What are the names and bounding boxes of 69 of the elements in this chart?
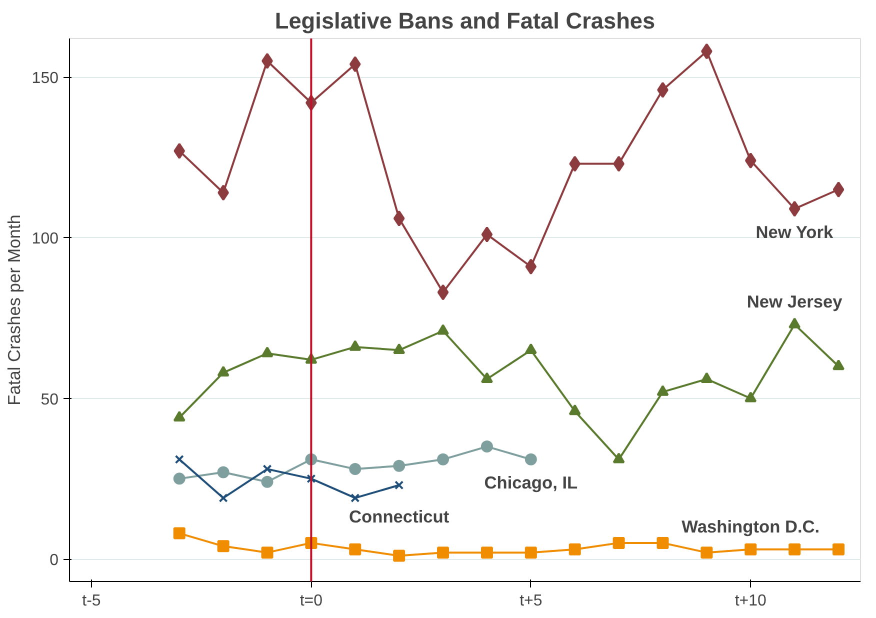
x-tick-label: t+5: [520, 592, 542, 610]
point: [656, 385, 669, 396]
point: [350, 493, 360, 502]
point: [568, 543, 581, 556]
point: [480, 440, 493, 453]
point: [217, 466, 230, 478]
y-tick-label: 50: [40, 391, 59, 408]
x-tick-label: t=0: [300, 592, 323, 610]
point: [788, 200, 800, 217]
point: [480, 546, 493, 559]
point: [700, 372, 713, 383]
point: [744, 392, 757, 402]
point: [524, 343, 537, 354]
point: [261, 546, 274, 559]
series-label: New York: [756, 222, 834, 242]
point: [612, 452, 625, 464]
series-label: Connecticut: [349, 506, 450, 526]
point: [481, 226, 493, 242]
point: [524, 453, 537, 466]
point: [744, 543, 757, 556]
point: [394, 480, 404, 490]
point: [393, 550, 406, 562]
point: [217, 366, 230, 377]
point: [788, 543, 801, 556]
point: [568, 404, 581, 416]
chart-title: Legislative Bans and Fatal Crashes: [274, 8, 656, 34]
y-axis-title: Fatal Crashes per Month: [4, 214, 24, 406]
point: [700, 546, 713, 559]
y-tick-label: 0: [50, 552, 59, 570]
point: [218, 493, 228, 502]
point: [262, 464, 272, 474]
point: [349, 543, 362, 556]
point: [393, 460, 406, 472]
point: [437, 453, 450, 466]
point: [437, 324, 450, 335]
point: [261, 346, 274, 358]
point: [656, 536, 669, 549]
series-label: Chicago, IL: [484, 472, 578, 492]
y-tick-label: 100: [32, 230, 59, 248]
x-tick-label: t+10: [734, 592, 767, 610]
point: [525, 258, 537, 275]
point: [393, 343, 406, 354]
point: [393, 210, 405, 226]
series-label: New Jersey: [746, 291, 843, 312]
point: [261, 476, 274, 488]
point: [569, 156, 581, 172]
y-tick-label: 150: [32, 70, 59, 88]
point: [349, 463, 362, 476]
point: [173, 410, 186, 422]
point: [437, 546, 450, 559]
point: [349, 340, 362, 351]
point: [832, 543, 845, 556]
point: [173, 472, 186, 485]
point: [306, 474, 316, 484]
series-label: Washington D.C.: [682, 516, 820, 536]
point: [174, 454, 184, 464]
point: [480, 372, 493, 383]
point: [832, 182, 844, 198]
x-tick-label: t-5: [82, 592, 101, 610]
point: [173, 527, 186, 540]
point: [612, 536, 625, 549]
point: [524, 546, 537, 559]
point: [744, 152, 756, 169]
point: [217, 540, 230, 552]
point: [174, 142, 186, 159]
point: [349, 56, 361, 72]
point: [437, 284, 449, 300]
point: [788, 318, 801, 328]
point: [832, 359, 845, 370]
